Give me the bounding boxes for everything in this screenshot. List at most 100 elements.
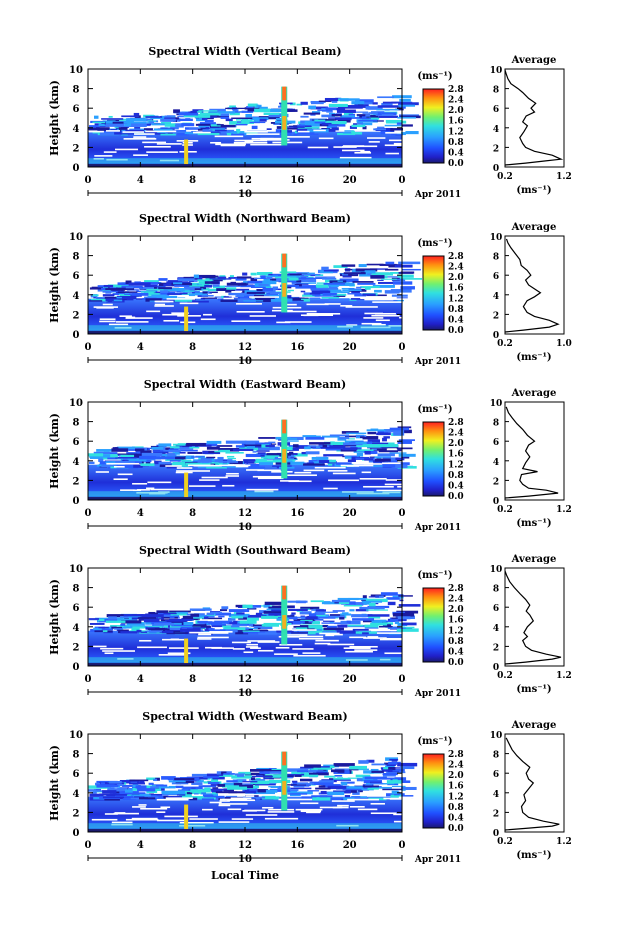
heatmap-cell: [243, 444, 266, 447]
heatmap-cell: [225, 440, 247, 444]
heatmap-cell: [244, 772, 265, 776]
heatmap-cell: [259, 771, 270, 774]
heatmap-cell: [151, 294, 167, 297]
heatmap-cell: [377, 444, 399, 448]
heatmap-cell: [255, 613, 270, 616]
heatmap-cell: [236, 612, 245, 615]
x-tick-label: 12: [238, 840, 252, 851]
colorbar: [422, 88, 445, 164]
heatmap-cell: [272, 273, 287, 278]
heatmap-cell: [232, 448, 254, 451]
heatmap-gap: [102, 303, 113, 306]
heatmap-cell: [260, 454, 265, 457]
heatmap-cell: [281, 109, 298, 112]
colorbar: [422, 587, 445, 663]
heatmap-gap: [345, 306, 378, 308]
heatmap-cell: [268, 113, 289, 118]
y-tick-label: 2: [73, 143, 80, 154]
heatmap-cell: [341, 612, 349, 615]
heatmap-cell: [327, 791, 345, 796]
heatmap-cell: [163, 790, 186, 795]
heatmap-cell: [331, 599, 351, 603]
heatmap-cell: [321, 296, 340, 299]
heatmap-cell: [228, 609, 250, 613]
heatmap-cell: [194, 288, 202, 291]
heatmap-cell: [151, 123, 170, 126]
heatmap-cell: [329, 434, 350, 437]
heatmap-cell: [383, 127, 393, 130]
heatmap-cell: [245, 113, 253, 118]
heatmap-cell: [360, 436, 365, 439]
heatmap-cell: [102, 790, 117, 794]
heatmap-cell: [288, 272, 310, 274]
heatmap-cell: [271, 609, 284, 612]
heatmap-cell: [198, 794, 214, 798]
heatmap-cell: [401, 124, 413, 127]
average-y-tick-label: 10: [490, 565, 503, 575]
colorbar-tick-label: 2.4: [448, 595, 464, 605]
heatmap-gap: [315, 639, 339, 642]
heatmap-gap: [113, 465, 125, 468]
y-tick-label: 8: [73, 750, 80, 761]
heatmap-cell: [264, 774, 283, 778]
heatmap-cell: [397, 626, 415, 629]
heatmap-cell: [247, 103, 258, 107]
heatmap-cell: [284, 790, 298, 794]
heatmap-cell: [205, 115, 217, 118]
heatmap-cell: [92, 121, 106, 124]
heatmap-spike-mid: [282, 449, 287, 463]
heatmap-cell: [134, 448, 145, 452]
heatmap-cell: [233, 624, 240, 629]
heatmap-cell: [269, 292, 285, 295]
heatmap-cell: [193, 274, 216, 279]
heatmap-cell: [170, 612, 187, 616]
heatmap-gap: [284, 321, 312, 323]
heatmap-gap: [388, 139, 409, 142]
panel-title: Spectral Width (Southward Beam): [139, 544, 351, 557]
x-tick-label: 0: [399, 342, 406, 353]
heatmap-cell: [120, 125, 139, 128]
heatmap-gap: [162, 638, 185, 641]
heatmap-gap: [314, 466, 346, 469]
heatmap-cell: [314, 119, 326, 122]
heatmap-cell: [105, 120, 113, 124]
heatmap-cell: [344, 435, 356, 438]
heatmap-cell: [329, 121, 347, 125]
heatmap-gap: [300, 810, 322, 813]
average-y-tick-label: 8: [493, 751, 499, 761]
heatmap-cell: [243, 300, 264, 302]
heatmap-gap: [384, 483, 403, 486]
average-y-tick-label: 2: [493, 144, 499, 154]
heatmap-cell: [327, 445, 346, 449]
heatmap-cell: [298, 774, 319, 777]
heatmap-cell: [126, 792, 140, 796]
heatmap-gap: [175, 471, 193, 474]
heatmap-cell: [373, 777, 395, 780]
heatmap-cell: [102, 630, 108, 633]
heatmap-gap: [278, 798, 313, 801]
heatmap-gap: [168, 647, 199, 649]
heatmap-cell: [287, 460, 293, 463]
heatmap-cell: [156, 295, 178, 299]
heatmap-cell: [383, 429, 405, 433]
heatmap-cell: [358, 760, 369, 764]
heatmap-cell: [315, 284, 329, 288]
heatmap-cell: [401, 622, 417, 626]
heatmap-gap: [132, 482, 148, 485]
heatmap-cell: [91, 791, 97, 794]
heatmap-cell: [390, 271, 402, 274]
heatmap-cell: [243, 281, 248, 284]
heatmap-cell: [228, 292, 249, 296]
average-y-tick-label: 2: [493, 311, 499, 321]
heatmap-cell: [101, 118, 124, 120]
heatmap-cell: [180, 628, 201, 632]
average-y-tick-label: 10: [490, 66, 503, 76]
heatmap-cell: [317, 282, 328, 284]
heatmap-cell: [378, 783, 395, 785]
heatmap-cell: [391, 132, 403, 136]
heatmap-cell: [349, 125, 357, 129]
heatmap-gap: [354, 151, 372, 154]
average-profile-line: [504, 69, 564, 166]
heatmap-cell: [111, 617, 124, 621]
heatmap-cell: [223, 285, 242, 287]
